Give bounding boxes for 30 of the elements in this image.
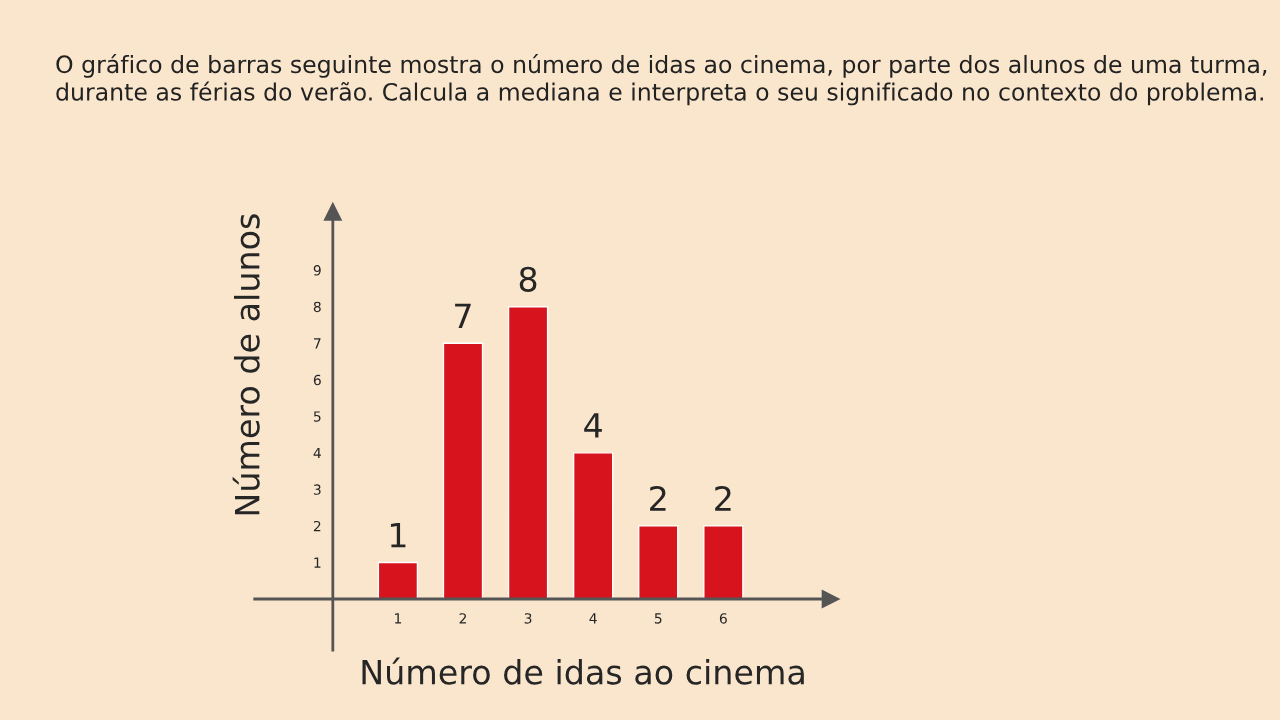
data-label: 2 [650,485,666,511]
y-tick-label: 8 [313,301,321,313]
y-axis-title: Número de alunos [232,214,260,515]
bar [703,525,744,600]
x-axis-title: Número de idas ao cinema [362,657,804,685]
y-tick-label: 1 [314,557,321,568]
y-tick-label: 5 [313,411,321,422]
y-tick-label: 3 [313,484,321,495]
bar [507,305,549,600]
bar [638,525,679,600]
y-tick-label: 9 [313,265,321,276]
x-tick-label: 4 [589,613,597,624]
x-tick-label: 6 [719,613,727,624]
x-tick-label: 5 [654,613,662,624]
data-label: 4 [584,413,602,438]
y-tick-label: 7 [314,338,321,349]
chart-title: O gráfico de barras seguinte mostra o número de idas ao cinema, por parte dos alunos de uma turma, durante as férias do verão. Calcula a mediana e interpreta o seu significado no contexto do problema. [56,54,1267,106]
y-tick-label: 6 [313,374,321,386]
y-tick-label: 4 [313,447,321,459]
data-label: 8 [519,266,537,292]
bar [377,561,419,600]
x-tick-label: 2 [459,613,467,624]
bar [572,452,614,600]
bar [442,342,484,600]
x-tick-label: 1 [395,613,402,624]
data-label: 2 [715,485,731,511]
x-tick-label: 3 [524,613,532,624]
data-label: 7 [455,303,471,328]
y-tick-label: 2 [313,520,321,532]
data-label: 1 [390,522,406,548]
